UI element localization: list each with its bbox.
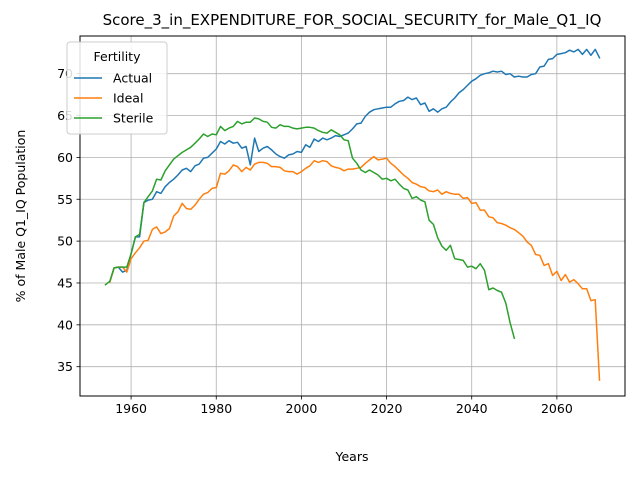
series-lines [104, 48, 601, 381]
series-line-actual [108, 48, 601, 284]
series-line-ideal [108, 155, 601, 381]
series-line-sterile [104, 117, 516, 340]
x-tick-label: 2060 [541, 401, 573, 416]
x-tick-label: 2000 [286, 401, 318, 416]
legend-box [66, 41, 168, 135]
legend: Fertility Actual Ideal Sterile [66, 41, 168, 135]
legend-label-ideal: Ideal [113, 91, 143, 106]
x-tick-label: 2040 [456, 401, 488, 416]
y-tick-label: 50 [57, 234, 73, 249]
x-tick-label: 2020 [371, 401, 403, 416]
y-axis-title: % of Male Q1_IQ Population [13, 130, 28, 303]
y-tick-label: 60 [57, 150, 73, 165]
chart-title: Score_3_in_EXPENDITURE_FOR_SOCIAL_SECURI… [103, 11, 602, 30]
legend-label-actual: Actual [113, 71, 152, 86]
x-tick-label: 1980 [200, 401, 232, 416]
y-tick-label: 45 [57, 275, 73, 290]
legend-title: Fertility [94, 49, 142, 64]
x-tick-label: 1960 [115, 401, 147, 416]
legend-label-sterile: Sterile [113, 111, 154, 126]
plot-area-frame [79, 35, 626, 397]
x-axis-title: Years [335, 449, 369, 464]
y-tick-label: 55 [57, 192, 73, 207]
y-tick-label: 40 [57, 317, 73, 332]
grid [80, 36, 625, 396]
y-tick-label: 35 [57, 359, 73, 374]
x-axis: 1960 1980 2000 2020 2040 2060 [115, 396, 573, 416]
legend-items: Actual Ideal Sterile [74, 71, 154, 126]
